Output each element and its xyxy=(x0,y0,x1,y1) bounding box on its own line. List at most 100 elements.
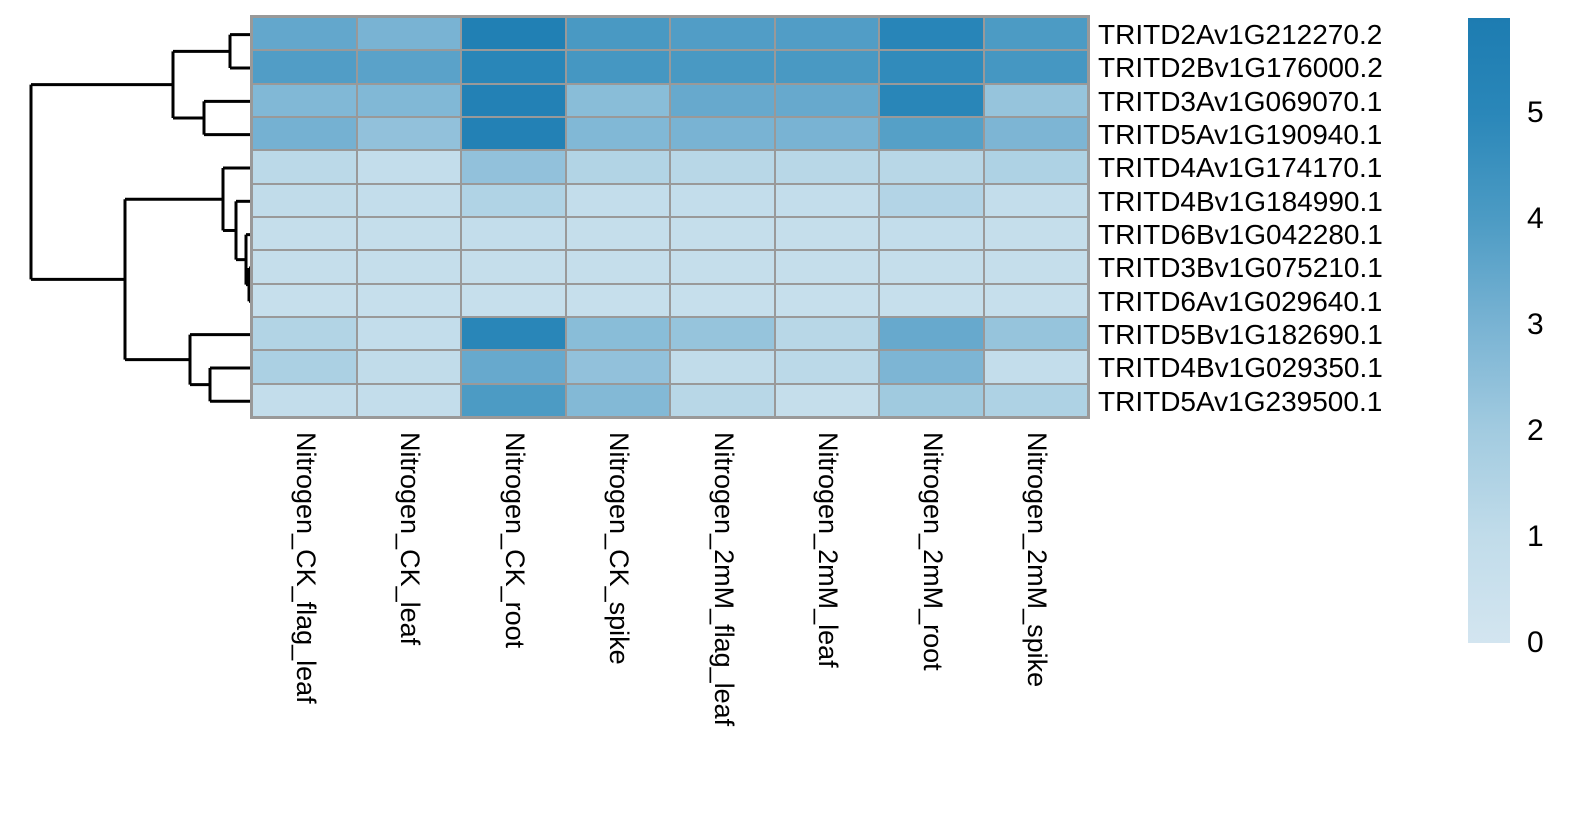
heatmap-cell-r3-c7 xyxy=(984,118,1087,150)
heatmap-cell-r2-c2 xyxy=(462,84,565,116)
heatmap-cell-r11-c6 xyxy=(880,384,983,416)
heatmap-cell-r1-c4 xyxy=(671,51,774,83)
heatmap-cell-r11-c0 xyxy=(253,384,356,416)
heatmap-cell-r3-c3 xyxy=(566,118,669,150)
column-label-2: Nitrogen_CK_root xyxy=(499,432,530,649)
heatmap-cell-r7-c6 xyxy=(880,251,983,283)
heatmap-cell-r4-c6 xyxy=(880,151,983,183)
heatmap-cell-r1-c1 xyxy=(357,51,460,83)
heatmap-cell-r6-c5 xyxy=(775,218,878,250)
heatmap-cell-r6-c7 xyxy=(984,218,1087,250)
heatmap-cell-r2-c4 xyxy=(671,84,774,116)
heatmap-cell-r3-c1 xyxy=(357,118,460,150)
heatmap-cell-r9-c0 xyxy=(253,318,356,350)
heatmap-cell-r4-c4 xyxy=(671,151,774,183)
heatmap-cell-r10-c1 xyxy=(357,351,460,383)
heatmap-cell-r7-c2 xyxy=(462,251,565,283)
heatmap-cell-r6-c6 xyxy=(880,218,983,250)
row-label-5: TRITD4Bv1G184990.1 xyxy=(1098,185,1383,217)
heatmap-cell-r1-c6 xyxy=(880,51,983,83)
colorbar-tick-label-4: 4 xyxy=(1527,202,1544,236)
heatmap-cell-r10-c4 xyxy=(671,351,774,383)
heatmap-cell-r10-c6 xyxy=(880,351,983,383)
heatmap-cell-r8-c3 xyxy=(566,284,669,316)
heatmap-cell-r7-c1 xyxy=(357,251,460,283)
heatmap-cell-r3-c5 xyxy=(775,118,878,150)
heatmap-cell-r9-c2 xyxy=(462,318,565,350)
column-label-6: Nitrogen_2mM_root xyxy=(917,432,948,671)
heatmap-cell-r0-c4 xyxy=(671,18,774,50)
column-label-1: Nitrogen_CK_leaf xyxy=(395,432,426,646)
heatmap-cell-r5-c7 xyxy=(984,184,1087,216)
heatmap-cell-r9-c7 xyxy=(984,318,1087,350)
column-label-7: Nitrogen_2mM_spike xyxy=(1022,432,1053,688)
heatmap-cell-r4-c2 xyxy=(462,151,565,183)
heatmap-cell-r3-c4 xyxy=(671,118,774,150)
heatmap-cell-r5-c0 xyxy=(253,184,356,216)
heatmap-cell-r11-c2 xyxy=(462,384,565,416)
heatmap-cell-r10-c2 xyxy=(462,351,565,383)
heatmap-cell-r10-c3 xyxy=(566,351,669,383)
row-label-4: TRITD4Av1G174170.1 xyxy=(1098,152,1383,184)
heatmap-cell-r4-c7 xyxy=(984,151,1087,183)
heatmap-cell-r0-c1 xyxy=(357,18,460,50)
heatmap-cell-r0-c3 xyxy=(566,18,669,50)
heatmap-cell-r8-c7 xyxy=(984,284,1087,316)
column-label-5: Nitrogen_2mM_leaf xyxy=(813,432,844,668)
heatmap-cell-r1-c7 xyxy=(984,51,1087,83)
heatmap-cell-r2-c7 xyxy=(984,84,1087,116)
heatmap-cell-r11-c4 xyxy=(671,384,774,416)
row-label-7: TRITD3Bv1G075210.1 xyxy=(1098,252,1383,284)
heatmap-cell-r1-c5 xyxy=(775,51,878,83)
heatmap-cell-r11-c5 xyxy=(775,384,878,416)
row-label-9: TRITD5Bv1G182690.1 xyxy=(1098,318,1383,350)
heatmap-cell-r2-c6 xyxy=(880,84,983,116)
heatmap-cell-r4-c5 xyxy=(775,151,878,183)
heatmap-cell-r6-c0 xyxy=(253,218,356,250)
row-label-11: TRITD5Av1G239500.1 xyxy=(1098,385,1383,417)
heatmap-cell-r9-c1 xyxy=(357,318,460,350)
colorbar-tick-label-0: 0 xyxy=(1527,626,1544,659)
heatmap-cell-r8-c4 xyxy=(671,284,774,316)
heatmap-cell-r4-c0 xyxy=(253,151,356,183)
heatmap-cell-r9-c6 xyxy=(880,318,983,350)
row-label-6: TRITD6Bv1G042280.1 xyxy=(1098,218,1383,250)
colorbar-tick-label-1: 1 xyxy=(1527,520,1544,554)
heatmap-cell-r4-c3 xyxy=(566,151,669,183)
colorbar-tick-label-3: 3 xyxy=(1527,308,1544,342)
heatmap-cell-r2-c5 xyxy=(775,84,878,116)
heatmap-cell-r9-c3 xyxy=(566,318,669,350)
row-dendrogram xyxy=(29,33,252,403)
heatmap-cell-r0-c6 xyxy=(880,18,983,50)
heatmap-cell-r7-c4 xyxy=(671,251,774,283)
heatmap-cell-r4-c1 xyxy=(357,151,460,183)
heatmap-cell-r7-c5 xyxy=(775,251,878,283)
row-label-1: TRITD2Bv1G176000.2 xyxy=(1098,52,1383,84)
heatmap-cell-r7-c0 xyxy=(253,251,356,283)
heatmap-cell-r11-c1 xyxy=(357,384,460,416)
heatmap-cell-r9-c4 xyxy=(671,318,774,350)
heatmap-cell-r6-c2 xyxy=(462,218,565,250)
heatmap-cell-r7-c7 xyxy=(984,251,1087,283)
row-label-3: TRITD5Av1G190940.1 xyxy=(1098,118,1383,150)
heatmap-cell-r1-c0 xyxy=(253,51,356,83)
heatmap-cell-r10-c0 xyxy=(253,351,356,383)
heatmap-cell-r8-c6 xyxy=(880,284,983,316)
heatmap-cell-r0-c2 xyxy=(462,18,565,50)
heatmap-cell-r5-c5 xyxy=(775,184,878,216)
heatmap-cell-r10-c7 xyxy=(984,351,1087,383)
heatmap-cell-r2-c0 xyxy=(253,84,356,116)
heatmap-cell-r5-c1 xyxy=(357,184,460,216)
colorbar-gradient xyxy=(1468,18,1510,643)
heatmap-cell-r9-c5 xyxy=(775,318,878,350)
heatmap-cell-r0-c7 xyxy=(984,18,1087,50)
colorbar-tick-label-5: 5 xyxy=(1527,96,1544,130)
heatmap-cell-r6-c3 xyxy=(566,218,669,250)
heatmap-cell-r5-c6 xyxy=(880,184,983,216)
heatmap-cell-r0-c0 xyxy=(253,18,356,50)
column-label-4: Nitrogen_2mM_flag_leaf xyxy=(708,432,739,727)
heatmap-cell-r8-c0 xyxy=(253,284,356,316)
heatmap-cell-r1-c3 xyxy=(566,51,669,83)
heatmap-cell-r8-c1 xyxy=(357,284,460,316)
heatmap-grid xyxy=(250,15,1090,419)
